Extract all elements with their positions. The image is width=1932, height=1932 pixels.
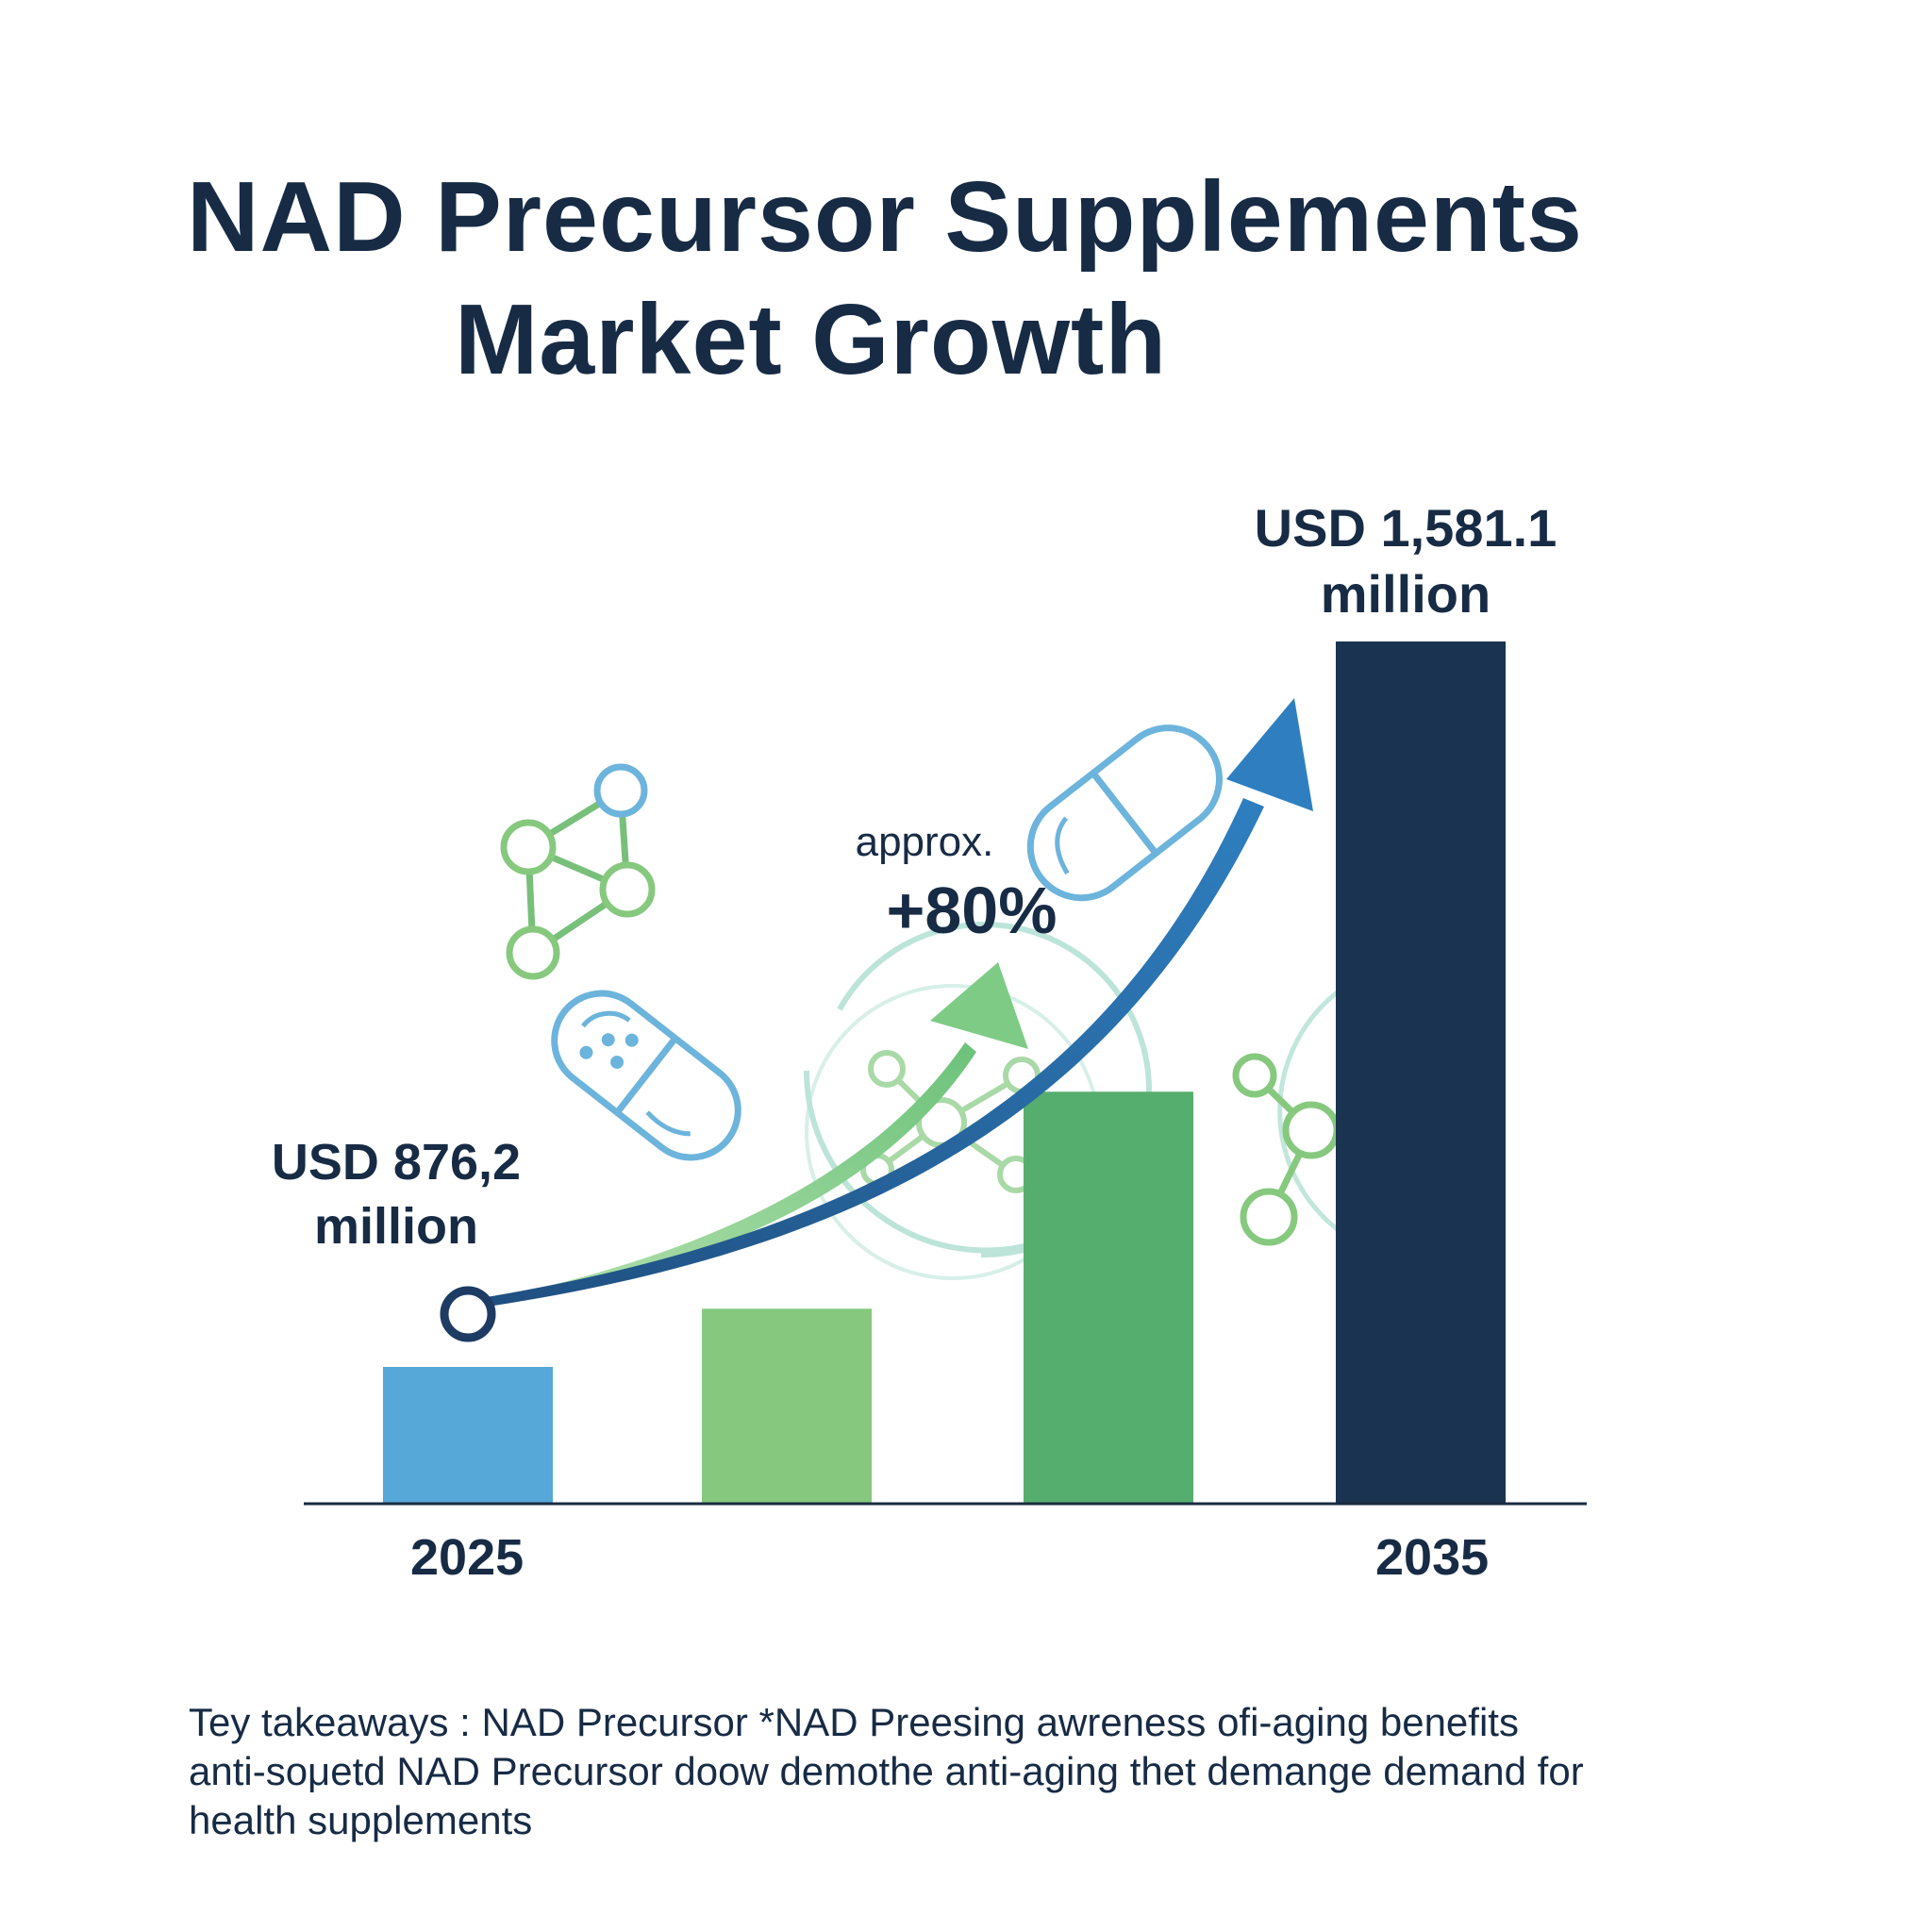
bar-1 <box>383 1367 553 1503</box>
start-value-line-1: USD 876,2 <box>271 1134 522 1191</box>
bar-2 <box>702 1308 872 1503</box>
x-tick-2035: 2035 <box>1375 1529 1490 1586</box>
chart-title-line-2: Market Growth <box>455 284 1168 395</box>
molecule-right-icon <box>1232 1053 1341 1246</box>
capsule-icon <box>1026 724 1223 902</box>
takeaways-line-2: anti-soμetd NAD Precursor doow demothe a… <box>189 1749 1584 1793</box>
takeaways-line-3: health supplements <box>189 1798 533 1842</box>
takeaways-line-1: Tey takeaways : NAD Precursor *NAD Prees… <box>189 1700 1519 1744</box>
bar-3 <box>1024 1091 1193 1503</box>
start-value-label: USD 876,2 million <box>236 1130 557 1258</box>
key-takeaways-text: Tey takeaways : NAD Precursor *NAD Prees… <box>189 1698 1736 1845</box>
growth-arrow-green-icon <box>469 962 1028 1307</box>
approx-label: approx. <box>855 819 994 865</box>
start-value-line-2: million <box>314 1198 478 1255</box>
pill-icon <box>551 990 741 1161</box>
growth-percent-label: +80% <box>886 874 1058 947</box>
background-ring-right-icon <box>1277 989 1341 1233</box>
bars <box>383 641 1506 1503</box>
molecule-icon <box>500 763 656 980</box>
chart-title-line-1: NAD Precursor Supplements <box>187 161 1583 273</box>
end-value-line-1: USD 1,581.1 <box>1254 498 1557 558</box>
growth-arrow-blue-icon <box>469 698 1313 1309</box>
start-point-marker <box>440 1286 496 1342</box>
bar-4 <box>1336 641 1506 1503</box>
end-value-line-2: million <box>1320 564 1491 624</box>
x-tick-2025: 2025 <box>410 1529 525 1586</box>
end-value-label: USD 1,581.1 million <box>1189 495 1623 627</box>
